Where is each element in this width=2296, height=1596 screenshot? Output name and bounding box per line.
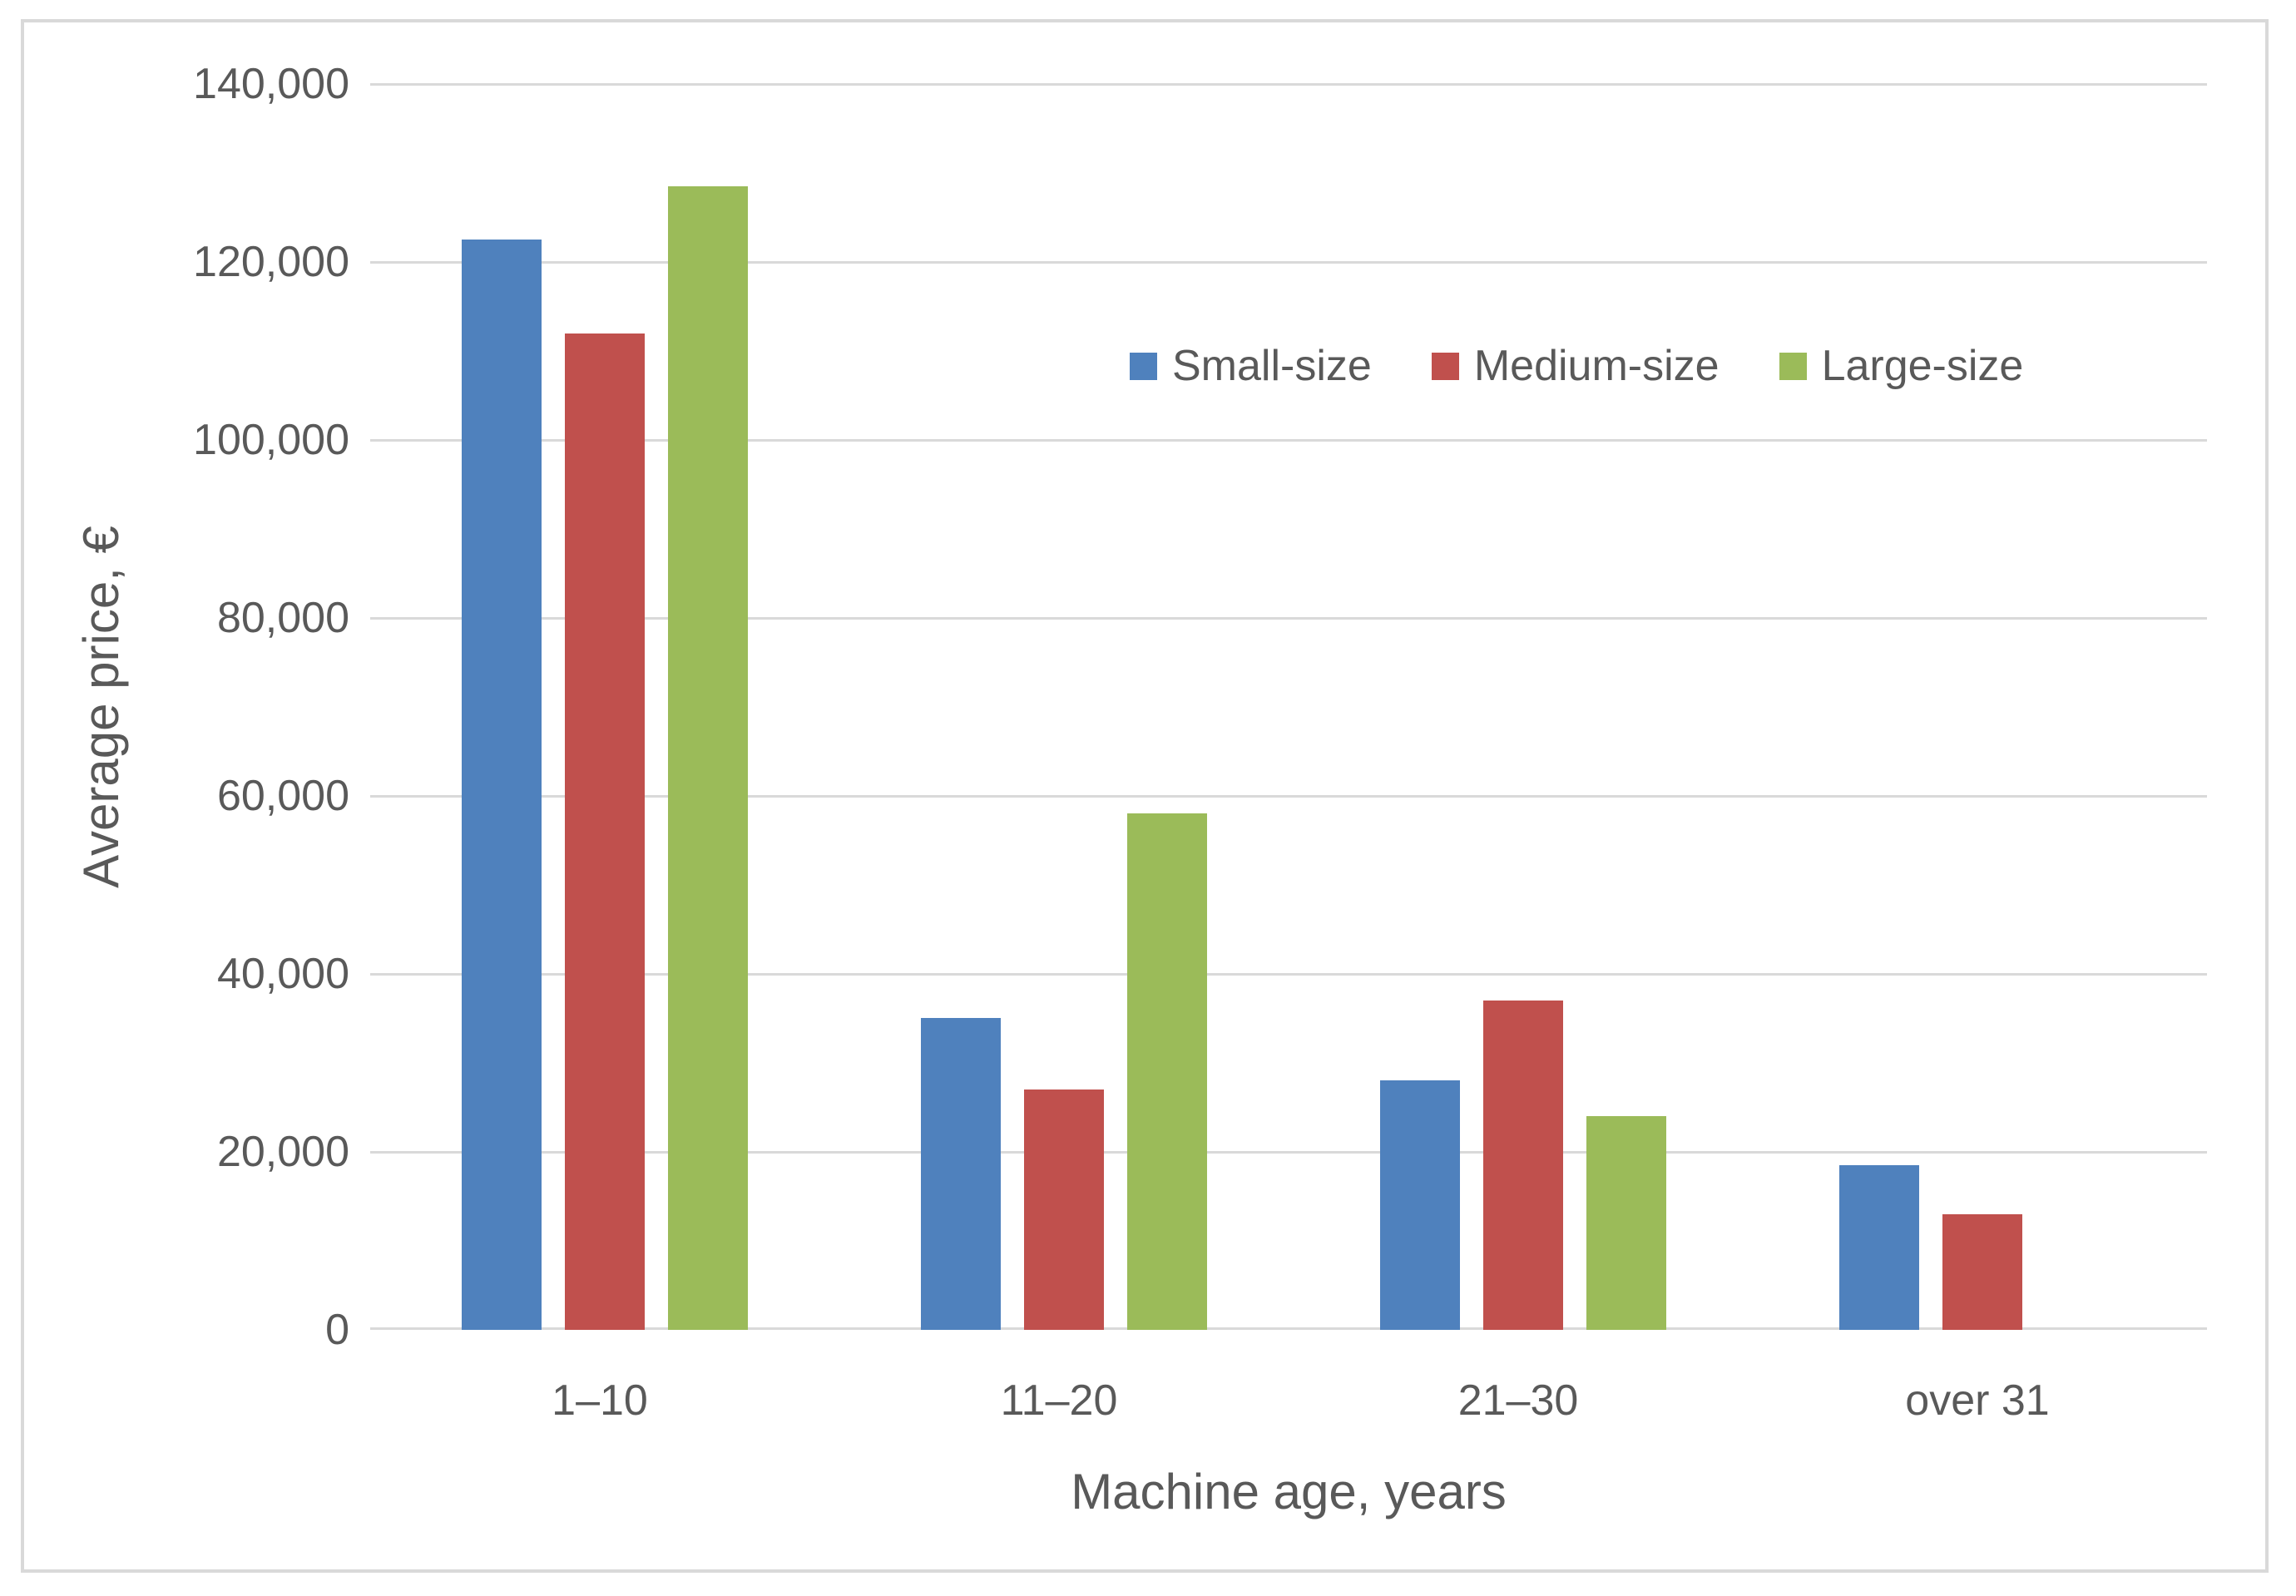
bar-small-size-over-31 bbox=[1839, 1165, 1919, 1330]
y-tick-label-100-000: 100,000 bbox=[193, 416, 349, 464]
y-tick-label-120-000: 120,000 bbox=[193, 238, 349, 286]
legend-item-large-size: Large-size bbox=[1779, 342, 2024, 390]
bar-small-size-21-30 bbox=[1380, 1080, 1460, 1330]
legend-item-medium-size: Medium-size bbox=[1431, 342, 1720, 390]
x-category-label-over-31: over 31 bbox=[1905, 1376, 2050, 1425]
y-tick-label-0: 0 bbox=[325, 1306, 349, 1354]
y-tick-label-20-000: 20,000 bbox=[216, 1128, 349, 1176]
gridline-40-000 bbox=[370, 973, 2207, 976]
gridline-60-000 bbox=[370, 795, 2207, 798]
gridline-80-000 bbox=[370, 617, 2207, 620]
legend: Small-size Medium-size Large-size bbox=[1130, 344, 2023, 388]
legend-swatch-medium-size bbox=[1431, 352, 1459, 380]
bar-small-size-1-10 bbox=[462, 240, 542, 1330]
y-tick-label-80-000: 80,000 bbox=[216, 594, 349, 642]
bar-medium-size-21-30 bbox=[1483, 1001, 1563, 1330]
legend-label-small-size: Small-size bbox=[1172, 342, 1372, 390]
x-axis-title: Machine age, years bbox=[1071, 1464, 1507, 1519]
bar-large-size-11-20 bbox=[1127, 813, 1207, 1330]
x-category-label-21-30: 21–30 bbox=[1457, 1376, 1579, 1425]
legend-swatch-small-size bbox=[1130, 352, 1157, 380]
y-tick-label-40-000: 40,000 bbox=[216, 950, 349, 998]
y-axis-title: Average price, € bbox=[73, 526, 129, 888]
bar-medium-size-11-20 bbox=[1024, 1090, 1104, 1330]
gridline-120-000 bbox=[370, 261, 2207, 264]
bar-medium-size-1-10 bbox=[565, 334, 645, 1330]
legend-item-small-size: Small-size bbox=[1130, 344, 1372, 388]
bar-small-size-11-20 bbox=[921, 1018, 1001, 1330]
bar-medium-size-over-31 bbox=[1942, 1214, 2022, 1330]
bar-large-size-21-30 bbox=[1586, 1116, 1666, 1330]
plot-area bbox=[370, 83, 2207, 1330]
x-axis-line bbox=[370, 1327, 2207, 1330]
y-tick-label-60-000: 60,000 bbox=[216, 772, 349, 820]
gridline-140-000 bbox=[370, 83, 2207, 86]
x-category-label-11-20: 11–20 bbox=[1000, 1376, 1118, 1425]
gridline-100-000 bbox=[370, 439, 2207, 442]
legend-swatch-large-size bbox=[1779, 352, 1807, 380]
x-category-label-1-10: 1–10 bbox=[552, 1376, 648, 1425]
y-tick-label-140-000: 140,000 bbox=[193, 60, 349, 108]
gridline-20-000 bbox=[370, 1151, 2207, 1154]
bar-large-size-1-10 bbox=[668, 186, 748, 1330]
legend-label-large-size: Large-size bbox=[1821, 342, 2024, 390]
legend-label-medium-size: Medium-size bbox=[1473, 342, 1720, 390]
